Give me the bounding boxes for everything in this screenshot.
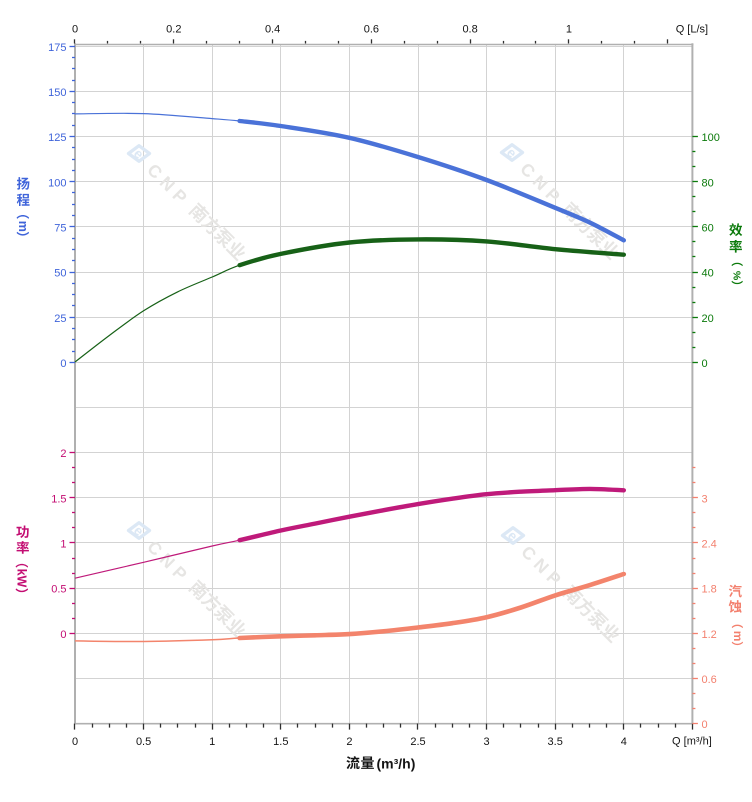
svg-text:m: m: [731, 631, 745, 642]
svg-text:1.5: 1.5: [273, 736, 288, 748]
svg-text:0: 0: [60, 629, 66, 641]
svg-text:150: 150: [48, 87, 66, 99]
svg-text:1: 1: [60, 539, 66, 551]
svg-text:125: 125: [48, 132, 66, 144]
svg-text:m: m: [16, 221, 30, 232]
svg-text:2: 2: [346, 736, 352, 748]
svg-text:50: 50: [54, 268, 66, 280]
svg-text:1.2: 1.2: [702, 629, 717, 641]
svg-text:3: 3: [484, 736, 490, 748]
svg-text:Q [L/s]: Q [L/s]: [676, 24, 708, 36]
svg-text:2.4: 2.4: [702, 539, 717, 551]
svg-text:100: 100: [48, 177, 66, 189]
svg-text:175: 175: [48, 42, 66, 54]
svg-text:1: 1: [566, 24, 572, 36]
svg-text:3: 3: [702, 493, 708, 505]
svg-text:0.5: 0.5: [136, 736, 151, 748]
svg-text:20: 20: [702, 313, 714, 325]
svg-text:0: 0: [72, 24, 78, 36]
svg-text:0.4: 0.4: [265, 24, 280, 36]
svg-text:25: 25: [54, 313, 66, 325]
svg-text:0: 0: [60, 358, 66, 370]
svg-text:1.5: 1.5: [51, 493, 66, 505]
svg-text:1.8: 1.8: [702, 584, 717, 596]
svg-text:0: 0: [702, 358, 708, 370]
svg-text:(m³/h): (m³/h): [377, 756, 416, 772]
svg-text:0: 0: [702, 719, 708, 731]
svg-text:80: 80: [702, 177, 714, 189]
svg-text:2: 2: [60, 448, 66, 460]
svg-text:100: 100: [702, 132, 720, 144]
svg-text:0.5: 0.5: [51, 584, 66, 596]
svg-text:0: 0: [72, 736, 78, 748]
svg-text:0.6: 0.6: [364, 24, 379, 36]
svg-text:1: 1: [209, 736, 215, 748]
svg-text:3.5: 3.5: [548, 736, 563, 748]
svg-text:60: 60: [702, 222, 714, 234]
svg-text:%: %: [731, 271, 743, 281]
svg-text:kW: kW: [15, 569, 29, 588]
svg-text:75: 75: [54, 222, 66, 234]
svg-text:Q [m³/h]: Q [m³/h]: [672, 736, 712, 748]
svg-text:0.8: 0.8: [462, 24, 477, 36]
svg-text:4: 4: [621, 736, 627, 748]
svg-text:0.2: 0.2: [166, 24, 181, 36]
svg-text:2.5: 2.5: [410, 736, 425, 748]
svg-text:0.6: 0.6: [702, 674, 717, 686]
svg-text:40: 40: [702, 268, 714, 280]
